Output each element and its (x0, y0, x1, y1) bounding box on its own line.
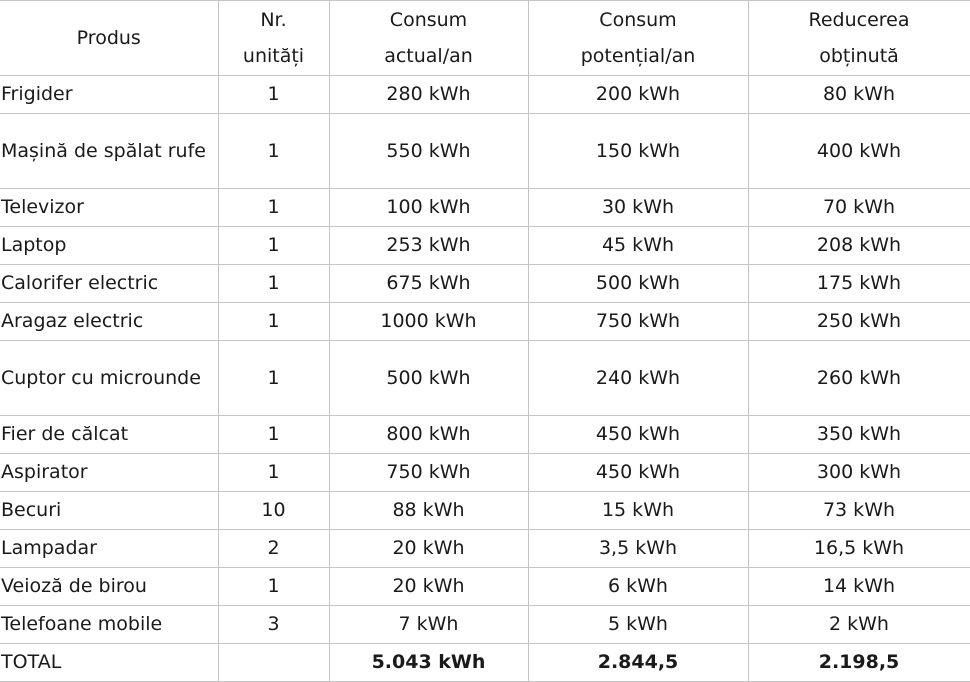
units-cell: 1 (217, 340, 330, 416)
total-potential-consumption: 2.844,5 (527, 643, 749, 682)
product-name: Telefoane mobile (0, 605, 219, 644)
total-row: TOTAL 5.043 kWh 2.844,5 2.198,5 (0, 643, 970, 682)
table-row: Telefoane mobile 3 7 kWh 5 kWh 2 kWh (0, 605, 970, 644)
product-name: Aspirator (0, 453, 219, 492)
reduction-cell: 80 kWh (747, 75, 970, 114)
potential-consumption-cell: 5 kWh (527, 605, 749, 644)
current-consumption-cell: 550 kWh (328, 113, 529, 189)
potential-consumption-cell: 45 kWh (527, 226, 749, 265)
potential-consumption-cell: 30 kWh (527, 188, 749, 227)
reduction-cell: 300 kWh (747, 453, 970, 492)
units-cell: 1 (217, 188, 330, 227)
table-row: Becuri 10 88 kWh 15 kWh 73 kWh (0, 491, 970, 530)
current-consumption-cell: 280 kWh (328, 75, 529, 114)
reduction-cell: 16,5 kWh (747, 529, 970, 568)
current-consumption-cell: 750 kWh (328, 453, 529, 492)
reduction-cell: 350 kWh (747, 415, 970, 454)
reduction-cell: 73 kWh (747, 491, 970, 530)
current-consumption-cell: 100 kWh (328, 188, 529, 227)
header-units: Nr. unități (217, 0, 330, 76)
table-row: Televizor 1 100 kWh 30 kWh 70 kWh (0, 188, 970, 227)
potential-consumption-cell: 3,5 kWh (527, 529, 749, 568)
table-row: Mașină de spălat rufe 1 550 kWh 150 kWh … (0, 113, 970, 189)
table-row: Fier de călcat 1 800 kWh 450 kWh 350 kWh (0, 415, 970, 454)
reduction-cell: 2 kWh (747, 605, 970, 644)
product-name: Cuptor cu microunde (0, 340, 219, 416)
reduction-cell: 250 kWh (747, 302, 970, 341)
table-row: Aspirator 1 750 kWh 450 kWh 300 kWh (0, 453, 970, 492)
table-row: Aragaz electric 1 1000 kWh 750 kWh 250 k… (0, 302, 970, 341)
total-units-cell (217, 643, 330, 682)
product-name: Televizor (0, 188, 219, 227)
reduction-cell: 175 kWh (747, 264, 970, 303)
units-cell: 1 (217, 302, 330, 341)
units-cell: 2 (217, 529, 330, 568)
table-row: Veioză de birou 1 20 kWh 6 kWh 14 kWh (0, 567, 970, 606)
total-current-consumption: 5.043 kWh (328, 643, 529, 682)
current-consumption-cell: 7 kWh (328, 605, 529, 644)
units-cell: 1 (217, 113, 330, 189)
potential-consumption-cell: 240 kWh (527, 340, 749, 416)
product-name: Aragaz electric (0, 302, 219, 341)
header-product: Produs (0, 0, 219, 76)
current-consumption-cell: 253 kWh (328, 226, 529, 265)
header-potential-consumption: Consum potențial/an (527, 0, 749, 76)
current-consumption-cell: 88 kWh (328, 491, 529, 530)
header-reduction: Reducerea obținută (747, 0, 970, 76)
reduction-cell: 208 kWh (747, 226, 970, 265)
current-consumption-cell: 20 kWh (328, 567, 529, 606)
potential-consumption-cell: 450 kWh (527, 415, 749, 454)
units-cell: 1 (217, 567, 330, 606)
table-row: Calorifer electric 1 675 kWh 500 kWh 175… (0, 264, 970, 303)
table-row: Lampadar 2 20 kWh 3,5 kWh 16,5 kWh (0, 529, 970, 568)
potential-consumption-cell: 150 kWh (527, 113, 749, 189)
product-name: Veioză de birou (0, 567, 219, 606)
potential-consumption-cell: 500 kWh (527, 264, 749, 303)
potential-consumption-cell: 200 kWh (527, 75, 749, 114)
total-label: TOTAL (0, 643, 219, 682)
potential-consumption-cell: 15 kWh (527, 491, 749, 530)
product-name: Calorifer electric (0, 264, 219, 303)
table-row: Frigider 1 280 kWh 200 kWh 80 kWh (0, 75, 970, 114)
reduction-cell: 14 kWh (747, 567, 970, 606)
current-consumption-cell: 800 kWh (328, 415, 529, 454)
header-current-consumption: Consum actual/an (328, 0, 529, 76)
units-cell: 1 (217, 226, 330, 265)
table-row: Laptop 1 253 kWh 45 kWh 208 kWh (0, 226, 970, 265)
units-cell: 1 (217, 264, 330, 303)
table-row: Cuptor cu microunde 1 500 kWh 240 kWh 26… (0, 340, 970, 416)
header-row: Produs Nr. unități Consum actual/an Consum… (0, 0, 970, 76)
total-reduction: 2.198,5 (747, 643, 970, 682)
current-consumption-cell: 20 kWh (328, 529, 529, 568)
reduction-cell: 260 kWh (747, 340, 970, 416)
reduction-cell: 70 kWh (747, 188, 970, 227)
product-name: Mașină de spălat rufe (0, 113, 219, 189)
units-cell: 3 (217, 605, 330, 644)
product-name: Lampadar (0, 529, 219, 568)
current-consumption-cell: 1000 kWh (328, 302, 529, 341)
units-cell: 1 (217, 453, 330, 492)
product-name: Laptop (0, 226, 219, 265)
potential-consumption-cell: 450 kWh (527, 453, 749, 492)
potential-consumption-cell: 750 kWh (527, 302, 749, 341)
product-name: Becuri (0, 491, 219, 530)
product-name: Fier de călcat (0, 415, 219, 454)
current-consumption-cell: 675 kWh (328, 264, 529, 303)
current-consumption-cell: 500 kWh (328, 340, 529, 416)
units-cell: 1 (217, 415, 330, 454)
units-cell: 1 (217, 75, 330, 114)
product-name: Frigider (0, 75, 219, 114)
potential-consumption-cell: 6 kWh (527, 567, 749, 606)
reduction-cell: 400 kWh (747, 113, 970, 189)
units-cell: 10 (217, 491, 330, 530)
